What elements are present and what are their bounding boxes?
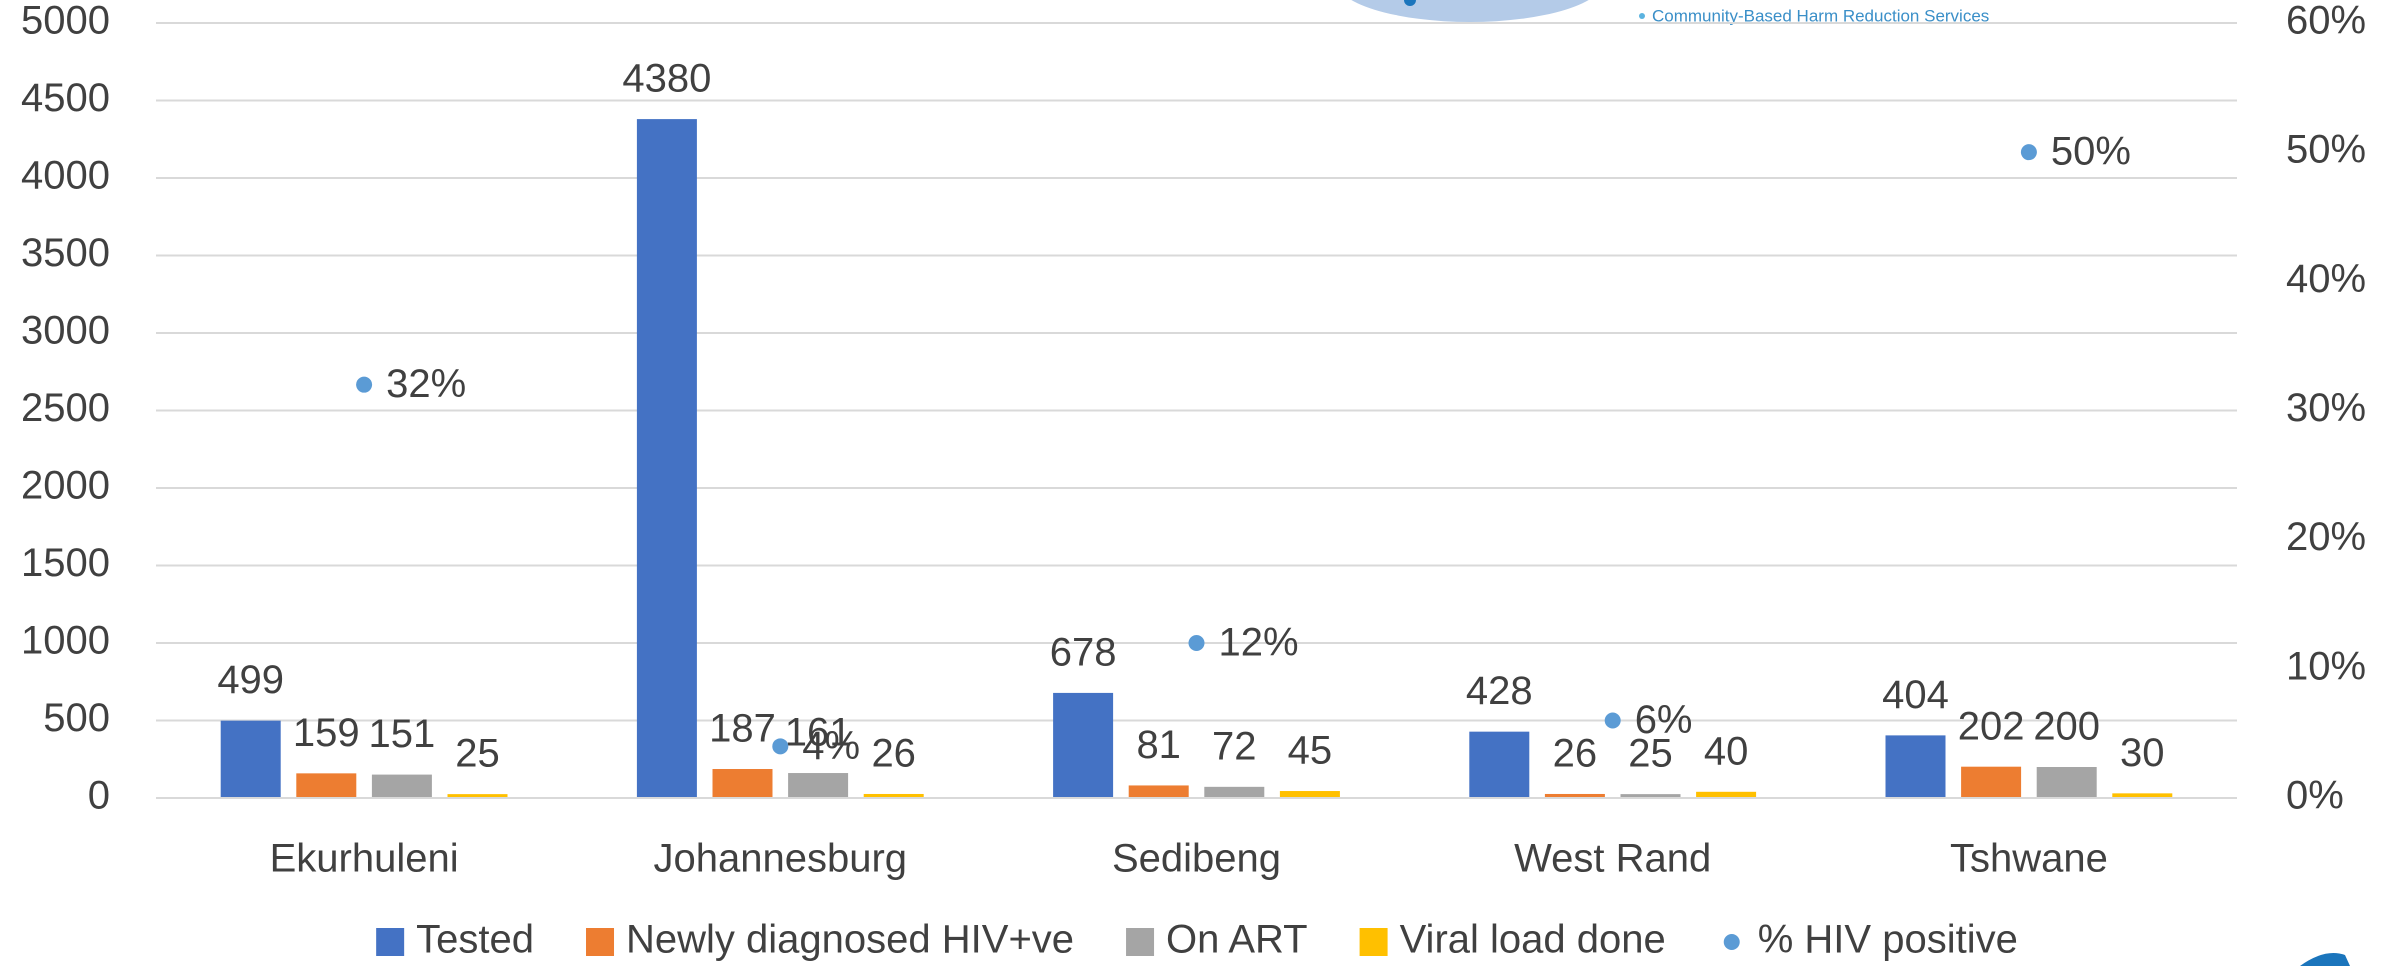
bar-label: 678 [1050,630,1117,674]
bar-label: 45 [1288,729,1333,773]
y2-tick-label: 60% [2286,0,2366,43]
percent-dot [772,738,789,755]
legend-label: Newly diagnosed HIV+ve [626,918,1074,962]
legend-marker [1723,934,1740,950]
bar [1885,735,1946,798]
bar [2036,767,2097,798]
bar-label: 151 [369,712,436,756]
bar [1128,785,1189,798]
bar [1544,793,1605,798]
bar [2112,793,2173,798]
bar [296,773,357,798]
y2-tick-label: 30% [2286,386,2366,430]
logo-dot [1404,0,1416,6]
legend-marker [586,928,615,956]
logo-shape [1351,0,1589,22]
legend-marker [1359,928,1388,956]
y-tick-label: 5000 [21,0,110,43]
y-tick-label: 3500 [21,231,110,275]
bar [1696,791,1757,798]
y2-tick-label: 20% [2286,515,2366,559]
bar [1204,786,1265,798]
bar [1620,794,1681,798]
percent-label: 50% [2051,130,2131,174]
y2-tick-label: 50% [2286,128,2366,172]
bar-label: 81 [1136,723,1181,767]
bar [788,773,849,798]
y-tick-label: 0 [88,774,110,818]
bar-label: 200 [2033,705,2100,749]
y-tick-label: 500 [43,696,110,740]
x-tick-label: Johannesburg [654,837,908,881]
bar [636,119,697,799]
bar-label: 4380 [622,57,711,101]
bar-label: 187 [709,707,776,751]
percent-label: 12% [1219,621,1299,665]
y-tick-label: 1000 [21,619,110,663]
bar-label: 404 [1882,673,1949,717]
bar [447,794,508,798]
legend-label: Viral load done [1400,918,1666,962]
y-tick-label: 2500 [21,386,110,430]
bar [1469,731,1530,798]
bar-label: 428 [1466,669,1533,713]
legend-marker [1126,928,1155,956]
bar-label: 202 [1958,704,2025,748]
percent-dot [1188,635,1205,651]
bar-label: 499 [217,658,284,702]
y2-tick-label: 10% [2286,644,2366,688]
y-tick-label: 4000 [21,154,110,198]
x-tick-label: West Rand [1514,837,1711,881]
legend-label: On ART [1166,918,1308,962]
bar [863,793,924,798]
x-tick-label: Ekurhuleni [270,837,459,881]
bar-label: 159 [293,711,360,755]
bar [1053,692,1114,798]
bar-label: 26 [871,732,916,776]
bar-label: 161 [785,711,852,755]
legend-label: Tested [416,918,534,962]
logo-corner [2300,953,2350,966]
bar-label: 30 [2120,731,2165,775]
bar-label: 72 [1212,724,1257,768]
legend-label: % HIV positive [1758,918,2018,962]
y2-tick-label: 0% [2286,774,2344,818]
bar [1961,766,2022,798]
x-tick-label: Tshwane [1950,837,2108,881]
bar [1279,791,1340,798]
bar-label: 25 [1628,732,1673,776]
percent-label: 32% [386,362,466,406]
y-tick-label: 2000 [21,464,110,508]
bar-label: 26 [1553,732,1598,776]
y-tick-label: 1500 [21,541,110,585]
bar [220,720,281,798]
bar [371,774,432,798]
percent-dot [1604,712,1621,729]
legend-marker [376,928,405,956]
percent-dot [2020,144,2037,161]
y2-tick-label: 40% [2286,257,2366,301]
bar-label: 25 [455,732,500,776]
logo-text: Community-Based Harm Reduction Services [1652,6,1989,25]
logo-bullet [1639,13,1645,19]
y-tick-label: 4500 [21,76,110,120]
percent-label: 6% [1635,698,1693,742]
bar-label: 40 [1704,729,1749,773]
bar [712,769,773,798]
percent-dot [356,376,373,393]
y-tick-label: 3000 [21,309,110,353]
percent-label: 4% [802,724,860,768]
x-tick-label: Sedibeng [1112,837,1281,881]
